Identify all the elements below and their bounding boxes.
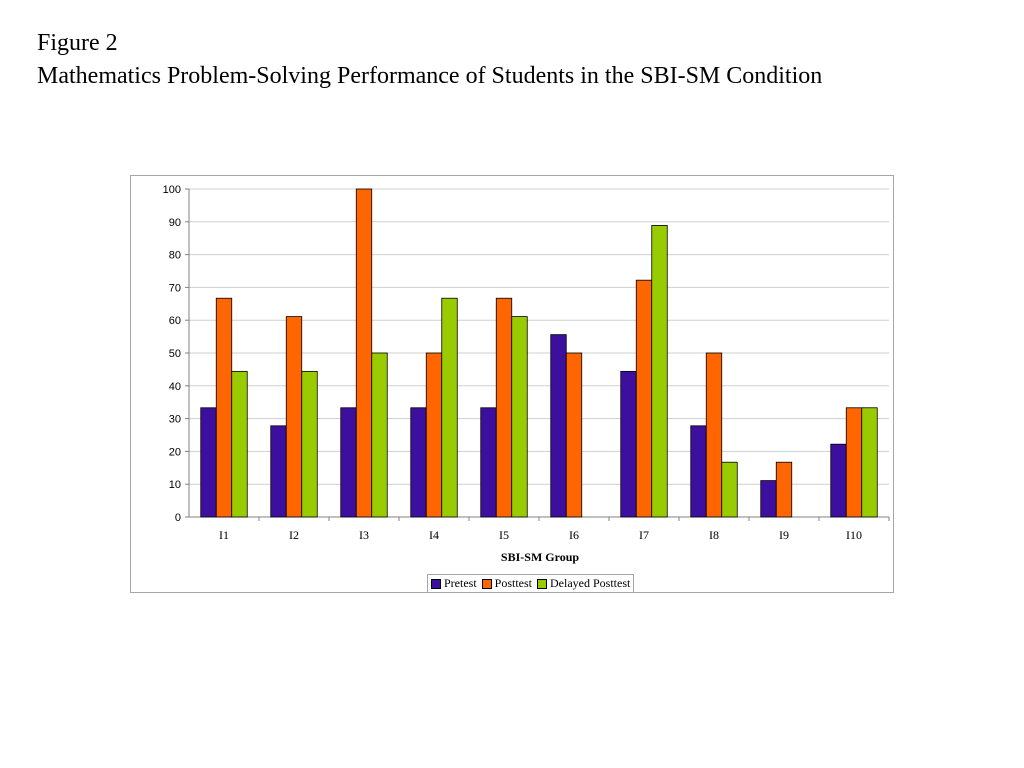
legend-item: Delayed Posttest — [537, 576, 630, 591]
bar-posttest — [565, 352, 583, 518]
legend-swatch — [431, 578, 441, 589]
y-tick-label: 70 — [169, 282, 181, 294]
x-tick-label: I9 — [779, 528, 789, 542]
x-tick-label: I2 — [289, 528, 299, 542]
y-tick-label: 50 — [169, 348, 181, 360]
y-tick-label: 100 — [163, 184, 181, 196]
legend-label: Posttest — [494, 576, 533, 590]
bar-posttest — [215, 297, 233, 518]
bar-pretest — [480, 407, 497, 518]
bar-pretest — [830, 443, 847, 518]
bar-delayed-posttest — [371, 352, 388, 518]
legend: Pretest Posttest Delayed Posttest — [427, 574, 635, 593]
x-tick-label: I1 — [219, 528, 229, 542]
bar-delayed-posttest — [721, 461, 738, 518]
y-tick-label: 60 — [169, 315, 181, 327]
bar-pretest — [410, 407, 427, 518]
bar-pretest — [620, 370, 637, 518]
x-tick-label: I3 — [359, 528, 369, 542]
bar-posttest — [285, 316, 303, 518]
y-tick-label: 20 — [169, 446, 181, 458]
bar-pretest — [340, 407, 357, 518]
bar-pretest — [270, 425, 287, 518]
x-axis-title: SBI-SM Group — [501, 550, 579, 564]
y-tick-label: 10 — [169, 479, 181, 491]
bar-delayed-posttest — [511, 316, 528, 518]
bar-posttest — [845, 407, 863, 518]
legend-item: Pretest — [431, 576, 477, 591]
y-tick-label: 40 — [169, 381, 181, 393]
bar-posttest — [705, 352, 723, 518]
bar-delayed-posttest — [231, 370, 248, 518]
bar-delayed-posttest — [301, 370, 318, 518]
x-tick-label: I5 — [499, 528, 509, 542]
legend-swatch — [481, 578, 492, 589]
y-tick-label: 30 — [169, 414, 181, 426]
axis-labels: 0 10 20 30 40 50 60 70 80 90 100 I1 I2 I3 I4 I5 I6 I7 I8 I9… — [163, 184, 862, 542]
legend-label: Delayed Posttest — [550, 576, 631, 590]
bars — [200, 188, 878, 518]
bar-posttest — [635, 279, 653, 518]
bar-posttest — [355, 188, 373, 518]
x-tick-label: I6 — [569, 528, 579, 542]
bar-delayed-posttest — [441, 297, 458, 518]
x-tick-label: I7 — [639, 528, 649, 542]
bar-pretest — [760, 480, 777, 518]
legend-item: Posttest — [481, 576, 533, 591]
bar-delayed-posttest — [861, 407, 878, 518]
x-tick-label: I4 — [429, 528, 439, 542]
bar-pretest — [550, 334, 567, 518]
y-tick-label: 0 — [175, 512, 181, 524]
bar-posttest — [425, 352, 443, 518]
bar-pretest — [690, 425, 707, 518]
bar-posttest — [775, 461, 793, 518]
x-tick-label: I10 — [846, 528, 862, 542]
y-tick-label: 80 — [169, 250, 181, 262]
bar-posttest — [495, 297, 513, 518]
bar-pretest — [200, 407, 217, 518]
legend-label: Pretest — [444, 576, 477, 590]
figure-number: Figure 2 — [37, 30, 118, 56]
figure-heading: Figure 2 Mathematics Problem-Solving Per… — [37, 27, 822, 93]
bar-delayed-posttest — [651, 225, 668, 518]
figure-caption: Mathematics Problem-Solving Performance … — [37, 63, 823, 89]
legend-swatch — [537, 578, 548, 589]
y-tick-label: 90 — [169, 217, 181, 229]
x-tick-label: I8 — [709, 528, 719, 542]
